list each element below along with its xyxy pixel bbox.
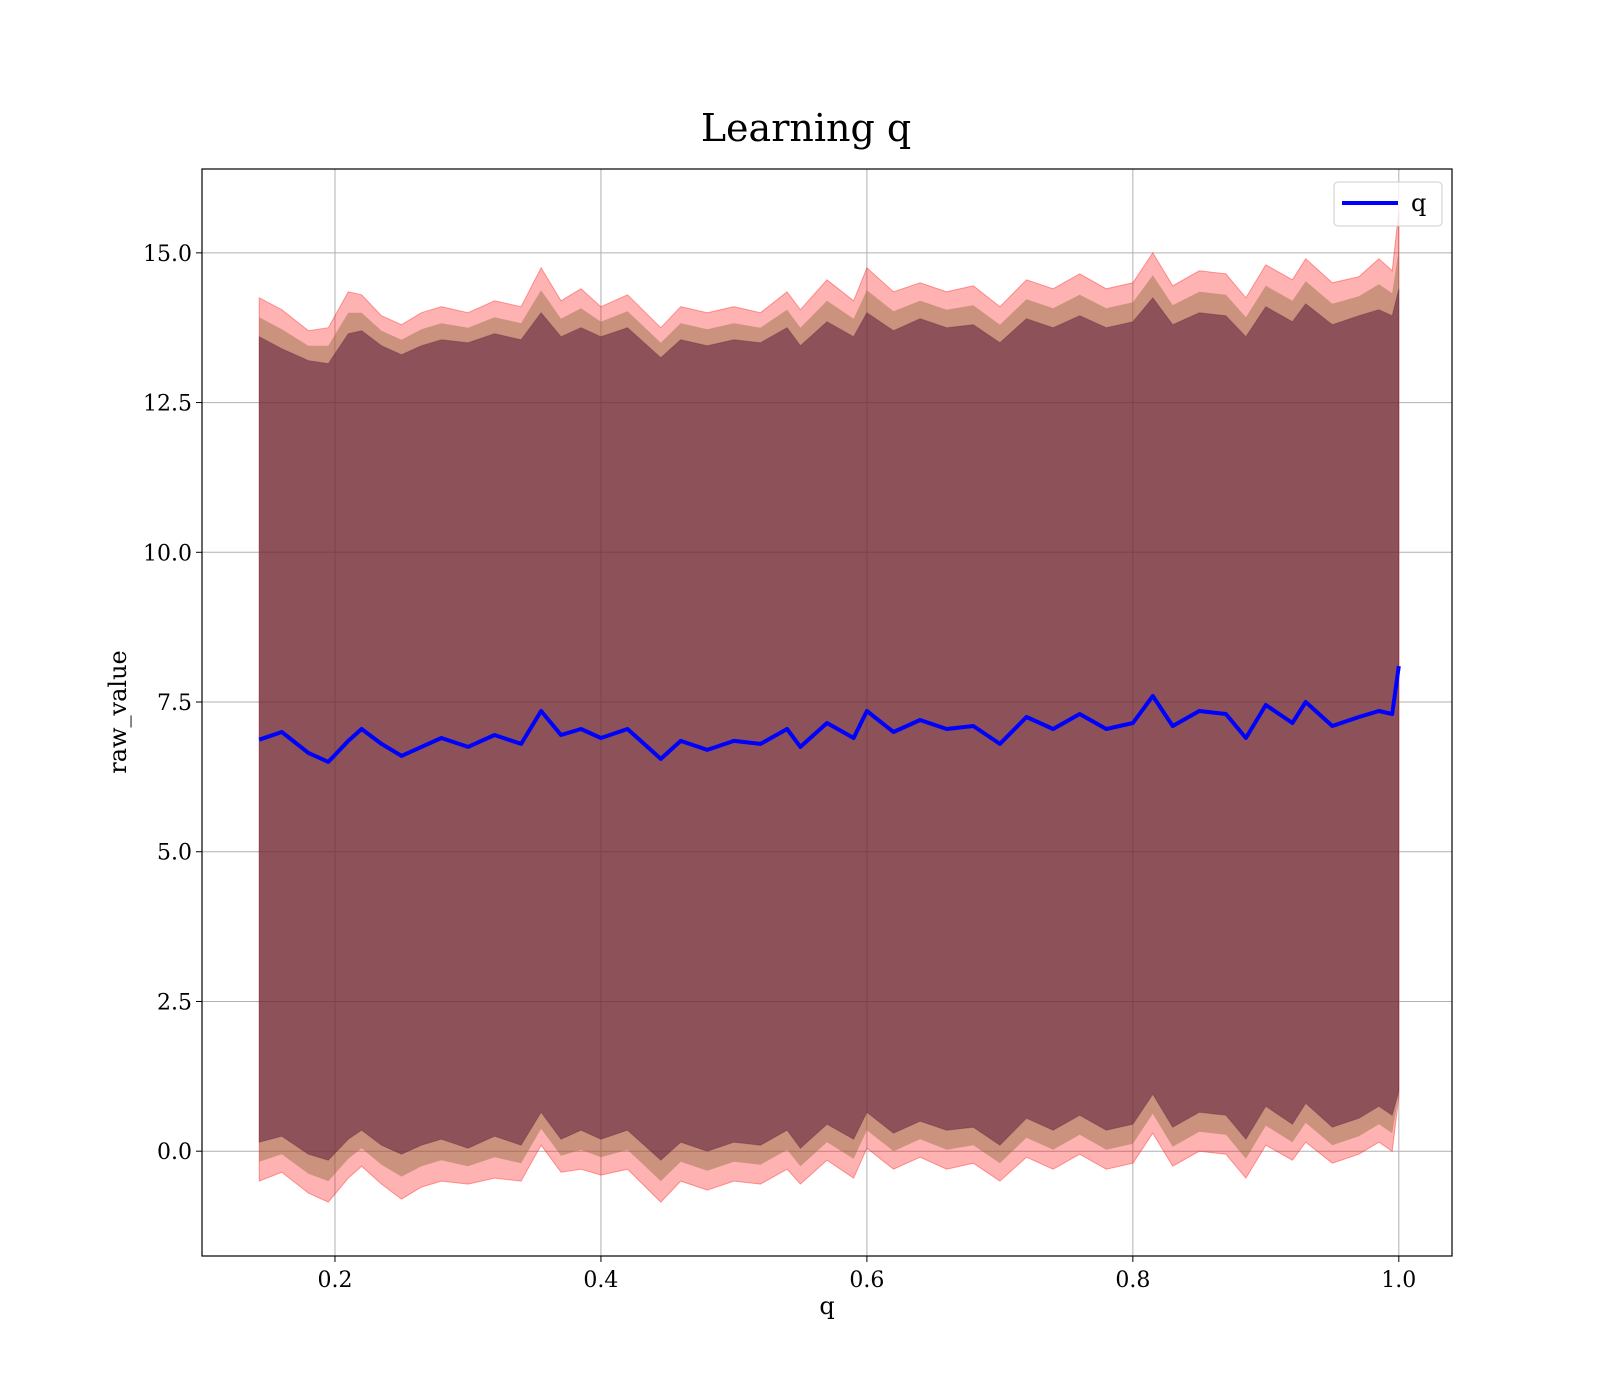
x-tick-label: 0.8 — [1115, 1268, 1150, 1293]
legend-label: q — [1411, 189, 1426, 217]
y-axis-ticks: 0.0 2.5 5.0 7.5 10.0 12.5 15.0 — [143, 242, 202, 1165]
series-lines — [258, 665, 1401, 764]
legend: q — [1333, 181, 1443, 227]
chart-title: Learning q — [701, 106, 911, 150]
x-tick-label: 0.4 — [583, 1268, 618, 1293]
plot-frame — [201, 168, 1453, 1257]
x-tick-label: 0.6 — [849, 1268, 884, 1293]
x-tick-label: 1.0 — [1381, 1268, 1416, 1293]
confidence-bands — [258, 210, 1400, 1203]
y-tick-label: 2.5 — [157, 990, 192, 1015]
x-axis-label: q — [819, 1292, 834, 1320]
y-tick-label: 5.0 — [157, 841, 192, 866]
x-tick-label: 0.2 — [317, 1268, 352, 1293]
y-tick-label: 10.0 — [143, 541, 192, 566]
y-tick-label: 7.5 — [157, 691, 192, 716]
x-axis-ticks: 0.2 0.4 0.6 0.8 1.0 — [317, 1256, 1416, 1293]
y-tick-label: 0.0 — [157, 1140, 192, 1165]
y-axis-label: raw_value — [104, 650, 132, 774]
y-tick-label: 15.0 — [143, 242, 192, 267]
y-tick-label: 12.5 — [143, 392, 192, 417]
